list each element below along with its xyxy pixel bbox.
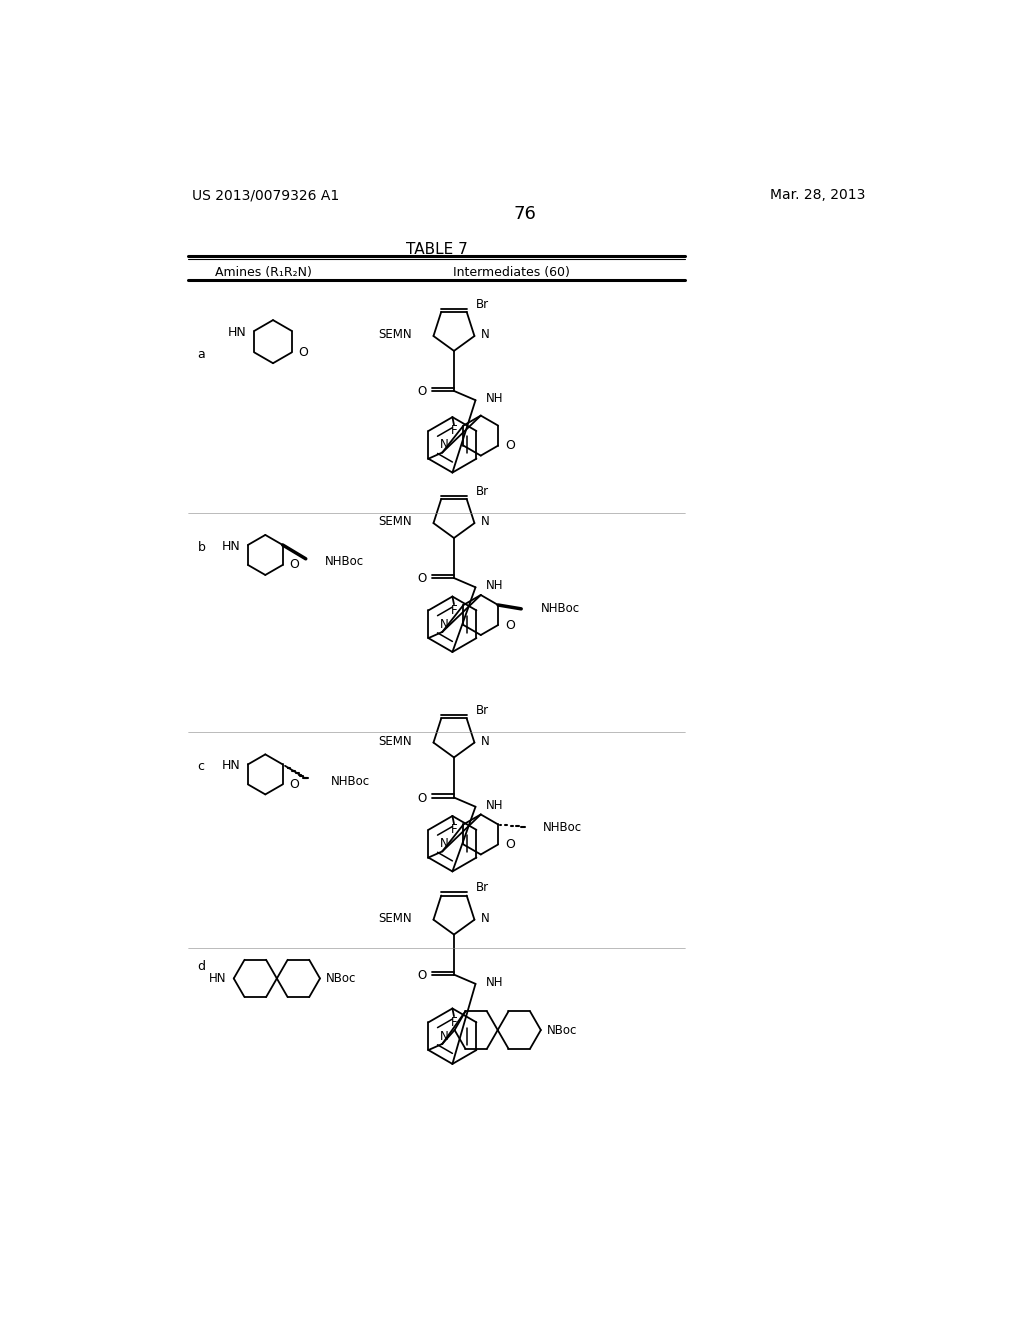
Text: O: O	[417, 969, 426, 982]
Text: HN: HN	[221, 759, 241, 772]
Text: Br: Br	[476, 484, 489, 498]
Text: NHBoc: NHBoc	[331, 775, 370, 788]
Text: O: O	[290, 558, 299, 572]
Text: NHBoc: NHBoc	[325, 556, 365, 569]
Text: SEMN: SEMN	[378, 912, 412, 924]
Text: N: N	[439, 438, 449, 451]
Text: NBoc: NBoc	[547, 1023, 578, 1036]
Text: a: a	[198, 348, 205, 362]
Text: NHBoc: NHBoc	[541, 602, 580, 615]
Text: O: O	[417, 792, 426, 805]
Text: HN: HN	[209, 972, 226, 985]
Text: NHBoc: NHBoc	[543, 821, 582, 834]
Text: N: N	[480, 912, 489, 924]
Text: NH: NH	[486, 392, 504, 405]
Text: SEMN: SEMN	[378, 515, 412, 528]
Text: b: b	[198, 541, 206, 554]
Text: N: N	[480, 327, 489, 341]
Text: F: F	[451, 425, 458, 437]
Text: N: N	[439, 1030, 449, 1043]
Text: NH: NH	[486, 975, 504, 989]
Text: O: O	[505, 619, 515, 631]
Text: NH: NH	[486, 799, 504, 812]
Text: d: d	[198, 961, 206, 973]
Text: N: N	[480, 515, 489, 528]
Text: Br: Br	[476, 705, 489, 717]
Text: 76: 76	[513, 205, 537, 223]
Text: HN: HN	[221, 540, 241, 553]
Text: N: N	[480, 734, 489, 747]
Text: Amines (R₁R₂N): Amines (R₁R₂N)	[215, 265, 312, 279]
Text: Intermediates (60): Intermediates (60)	[454, 265, 570, 279]
Text: c: c	[198, 760, 205, 774]
Text: O: O	[290, 777, 299, 791]
Text: NH: NH	[486, 579, 504, 593]
Text: Br: Br	[476, 298, 489, 310]
Text: Mar. 28, 2013: Mar. 28, 2013	[770, 189, 865, 202]
Text: O: O	[417, 385, 426, 399]
Text: F: F	[451, 824, 458, 837]
Text: N: N	[439, 837, 449, 850]
Text: N: N	[439, 618, 449, 631]
Text: TABLE 7: TABLE 7	[406, 242, 468, 257]
Text: O: O	[505, 838, 515, 851]
Text: O: O	[299, 346, 308, 359]
Text: O: O	[505, 440, 515, 453]
Text: Br: Br	[476, 882, 489, 895]
Text: US 2013/0079326 A1: US 2013/0079326 A1	[193, 189, 339, 202]
Text: F: F	[451, 603, 458, 616]
Text: HN: HN	[228, 326, 247, 339]
Text: SEMN: SEMN	[378, 327, 412, 341]
Text: SEMN: SEMN	[378, 734, 412, 747]
Text: F: F	[451, 1016, 458, 1028]
Text: NBoc: NBoc	[326, 972, 356, 985]
Text: O: O	[417, 573, 426, 585]
